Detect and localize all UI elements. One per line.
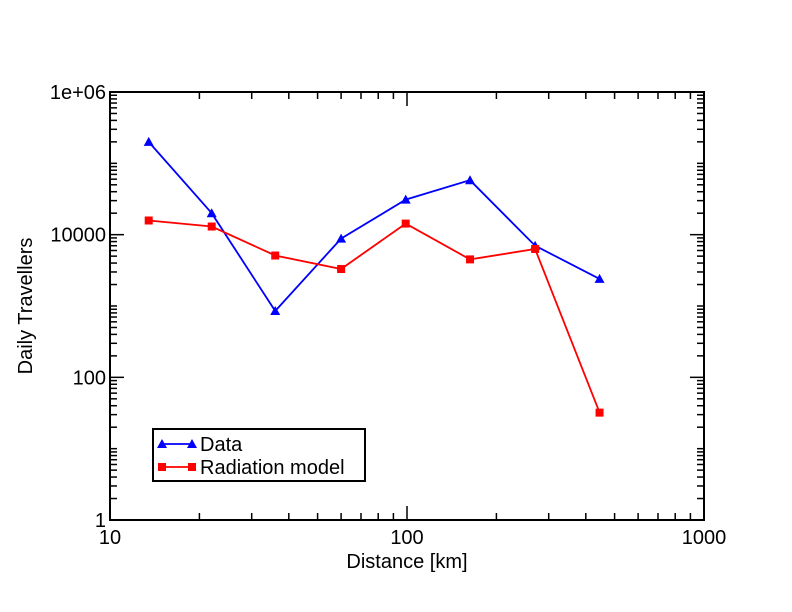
y-tick-label: 10000 xyxy=(50,225,106,247)
y-axis-label: Daily Travellers xyxy=(15,238,37,375)
tick-labels: 10 100 1000 1 100 10000 1e+06 xyxy=(50,82,726,549)
data-point-radiation-model xyxy=(531,244,540,253)
data-point-data xyxy=(400,194,411,204)
data-point-radiation-model xyxy=(595,408,604,417)
legend-marker xyxy=(188,463,196,471)
data-point-radiation-model xyxy=(144,216,153,225)
legend-label: Radiation model xyxy=(200,457,345,479)
data-point-data xyxy=(270,306,281,316)
data-point-radiation-model xyxy=(401,219,410,228)
data-point-radiation-model xyxy=(466,255,475,264)
legend-item-data: Data xyxy=(157,434,243,456)
legend-marker xyxy=(187,439,197,448)
data-point-radiation-model xyxy=(337,265,346,274)
x-axis-label: Distance [km] xyxy=(346,551,467,573)
legend-marker xyxy=(157,439,167,448)
legend-item-radiation-model: Radiation model xyxy=(158,457,345,479)
data-point-radiation-model xyxy=(207,222,216,231)
x-tick-label: 100 xyxy=(390,527,423,549)
data-point-data xyxy=(143,136,154,146)
series-data xyxy=(143,136,605,316)
data-point-data xyxy=(336,233,347,243)
data-point-data xyxy=(465,175,476,185)
x-tick-label: 10 xyxy=(99,527,121,549)
legend-box xyxy=(152,428,366,482)
series-line-data xyxy=(148,141,601,313)
legend-marker xyxy=(158,463,166,471)
x-tick-label: 1000 xyxy=(682,527,727,549)
plot-frame xyxy=(109,91,705,521)
series-line-radiation-model xyxy=(148,219,601,413)
y-tick-label: 1 xyxy=(95,510,106,532)
legend-label: Data xyxy=(200,434,243,456)
series-radiation-model xyxy=(144,216,604,417)
data-point-data xyxy=(206,208,217,218)
y-tick-label: 100 xyxy=(73,367,106,389)
data-point-data xyxy=(594,273,605,283)
y-tick-label: 1e+06 xyxy=(50,82,106,104)
series-layer xyxy=(143,136,605,417)
data-point-radiation-model xyxy=(271,251,280,260)
